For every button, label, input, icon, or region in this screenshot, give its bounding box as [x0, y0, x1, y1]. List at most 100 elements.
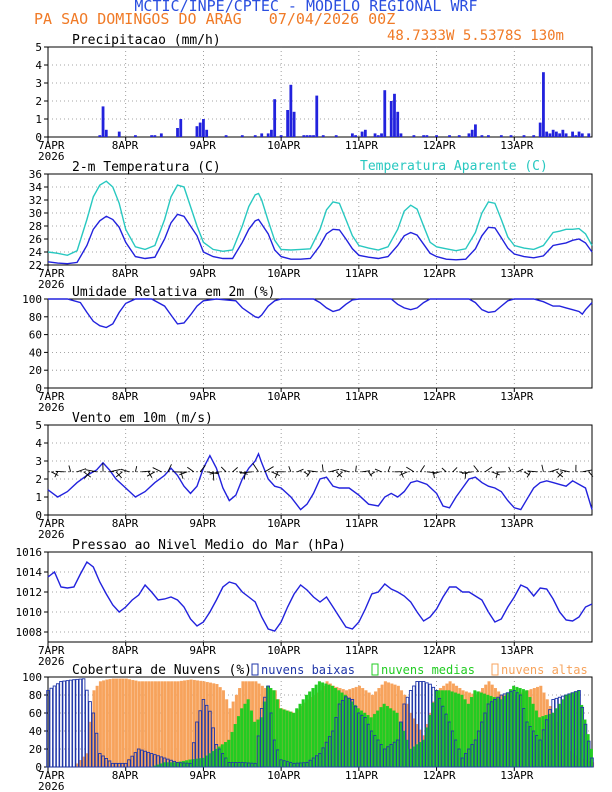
- panel-5: [44, 676, 595, 771]
- cloud-bar-nuvens-baixas: [107, 760, 112, 768]
- wind-vector: [517, 468, 524, 473]
- cloud-bar-nuvens-altas: [128, 679, 132, 768]
- x-tick-label: 11APR: [345, 390, 378, 403]
- wind-vector: [541, 464, 544, 472]
- legend-label: nuvens baixas: [261, 663, 355, 677]
- cloud-bar-nuvens-medias: [230, 731, 234, 768]
- cloud-bar-nuvens-baixas: [62, 680, 66, 768]
- x-year-label: 2026: [38, 780, 65, 792]
- cloud-bar-nuvens-medias: [279, 708, 283, 768]
- precip-bar: [360, 131, 364, 137]
- wind-vector: [362, 470, 371, 473]
- cloud-bar-nuvens-medias: [243, 703, 247, 768]
- wind-vector: [484, 466, 493, 473]
- x-tick-label: 12APR: [423, 517, 456, 530]
- y-tick-label: 0: [35, 509, 42, 522]
- cloud-bar-nuvens-baixas: [52, 685, 57, 768]
- legend-swatch: [251, 663, 259, 676]
- precip-bar: [350, 133, 354, 137]
- cloud-bar-nuvens-baixas: [46, 690, 50, 768]
- precip-bar: [448, 135, 451, 137]
- wind-vector: [441, 467, 447, 473]
- precip-bar: [240, 135, 244, 137]
- x-tick-label: 9APR: [189, 644, 216, 657]
- precip-bar: [538, 122, 542, 137]
- wind-vector: [209, 471, 220, 475]
- precip-bar: [577, 131, 581, 137]
- cloud-bar-nuvens-baixas: [75, 678, 79, 768]
- cloud-bar-nuvens-medias: [295, 708, 299, 768]
- wind-vector: [387, 465, 391, 472]
- wind-vector: [329, 468, 340, 473]
- wind-vector: [179, 471, 188, 476]
- precip-bar: [532, 135, 536, 137]
- cloud-bar-nuvens-baixas: [104, 758, 109, 768]
- cloud-bar-nuvens-medias: [253, 721, 257, 768]
- precip-bar: [383, 90, 387, 137]
- x-tick-label: 8APR: [112, 644, 139, 657]
- cloud-bar-nuvens-baixas: [159, 756, 164, 768]
- cloud-bar-nuvens-baixas: [211, 727, 215, 768]
- y-tick-label: 26: [29, 233, 42, 246]
- cloud-bar-nuvens-altas: [153, 681, 157, 768]
- panel-title: Pressao ao Nivel Medio do Mar (hPa): [72, 538, 346, 553]
- x-tick-label: 13APR: [500, 769, 533, 782]
- precip-bar: [292, 111, 296, 137]
- y-tick-label: 0: [35, 131, 42, 144]
- cloud-bar-nuvens-altas: [186, 679, 190, 768]
- y-tick-label: 0: [35, 382, 42, 395]
- cloud-bar-nuvens-baixas: [68, 679, 73, 768]
- precip-bar: [104, 129, 108, 137]
- y-tick-label: 100: [22, 671, 42, 684]
- cloud-bar-nuvens-baixas: [81, 678, 86, 768]
- y-tick-label: 28: [29, 220, 42, 233]
- x-tick-label: 11APR: [345, 267, 378, 280]
- precip-bar: [363, 129, 367, 137]
- panel-0: [44, 46, 593, 141]
- x-tick-label: 9APR: [189, 139, 216, 152]
- cloud-bar-nuvens-medias: [298, 703, 302, 768]
- precip-bar: [486, 135, 490, 137]
- cloud-bar-nuvens-baixas: [72, 679, 76, 768]
- cloud-bar-nuvens-baixas: [85, 689, 89, 768]
- cloud-bar-nuvens-medias: [311, 688, 315, 768]
- y-tick-label: 4: [35, 59, 42, 72]
- x-year-label: 2026: [38, 655, 65, 668]
- x-tick-label: 9APR: [189, 267, 216, 280]
- wind-vector: [252, 462, 259, 473]
- wind-vector: [432, 471, 440, 475]
- cloud-bar-nuvens-altas: [157, 681, 161, 768]
- wind-vector: [556, 471, 564, 478]
- wind-vector: [307, 470, 317, 473]
- precip-bar: [198, 122, 202, 137]
- precip-bar: [422, 135, 426, 137]
- y-tick-label: 3: [35, 77, 42, 90]
- y-tick-label: 3: [35, 455, 42, 468]
- cloud-bar-nuvens-medias: [291, 712, 295, 768]
- cloud-bar-nuvens-baixas: [421, 681, 426, 768]
- wind-vector: [336, 471, 343, 478]
- precip-bar: [522, 135, 526, 137]
- cloud-bar-nuvens-altas: [115, 678, 119, 768]
- y-tick-label: 4: [35, 437, 42, 450]
- y-tick-label: 60: [29, 329, 42, 342]
- wind-vector: [306, 471, 311, 478]
- cloud-bar-nuvens-baixas: [55, 683, 60, 768]
- x-tick-label: 7APR: [38, 390, 65, 403]
- cloud-bar-nuvens-baixas: [130, 755, 134, 768]
- x-tick-label: 12APR: [423, 267, 456, 280]
- y-tick-label: 24: [29, 246, 43, 259]
- x-tick-label: 7APR: [38, 644, 65, 657]
- y-tick-label: 5: [35, 419, 42, 432]
- wind-vector: [134, 466, 138, 472]
- precip-bar: [289, 84, 293, 137]
- cloud-bar-nuvens-medias: [236, 716, 240, 768]
- wind-vector: [368, 471, 373, 477]
- cloud-bar-nuvens-baixas: [418, 681, 423, 768]
- wind-vector: [406, 466, 415, 473]
- panel-1: [44, 173, 593, 269]
- x-tick-label: 10APR: [267, 517, 300, 530]
- wind-vector: [288, 466, 292, 472]
- cloud-bar-nuvens-altas: [124, 678, 128, 768]
- precip-bar: [270, 129, 273, 137]
